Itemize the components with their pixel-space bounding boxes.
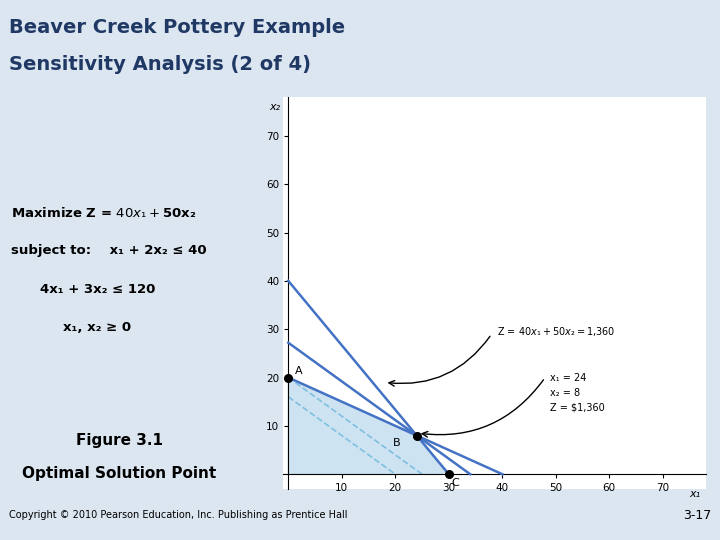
- Text: Z = $40x₁ + 50x₂ = $1,360: Z = $40x₁ + 50x₂ = $1,360: [497, 325, 616, 338]
- Text: Optimal Solution Point: Optimal Solution Point: [22, 465, 217, 481]
- Text: Sensitivity Analysis (2 of 4): Sensitivity Analysis (2 of 4): [9, 55, 310, 74]
- Polygon shape: [288, 377, 449, 474]
- Text: Copyright © 2010 Pearson Education, Inc. Publishing as Prentice Hall: Copyright © 2010 Pearson Education, Inc.…: [9, 510, 347, 521]
- Text: Maximize Z = $40x₁ + $50x₂: Maximize Z = $40x₁ + $50x₂: [12, 206, 197, 220]
- Text: x₂: x₂: [269, 102, 280, 112]
- Text: subject to:    x₁ + 2x₂ ≤ 40: subject to: x₁ + 2x₂ ≤ 40: [12, 244, 207, 258]
- Text: Beaver Creek Pottery Example: Beaver Creek Pottery Example: [9, 18, 345, 37]
- Text: x₁, x₂ ≥ 0: x₁, x₂ ≥ 0: [63, 321, 131, 334]
- Text: Figure 3.1: Figure 3.1: [76, 433, 163, 448]
- Text: C: C: [451, 478, 459, 488]
- Text: x₁: x₁: [689, 489, 701, 499]
- Text: B: B: [392, 438, 400, 448]
- Text: 3-17: 3-17: [683, 509, 711, 522]
- Text: 4x₁ + 3x₂ ≤ 120: 4x₁ + 3x₂ ≤ 120: [40, 283, 156, 296]
- Text: x₁ = 24
x₂ = 8
Z = $1,360: x₁ = 24 x₂ = 8 Z = $1,360: [551, 373, 606, 413]
- Text: A: A: [294, 366, 302, 376]
